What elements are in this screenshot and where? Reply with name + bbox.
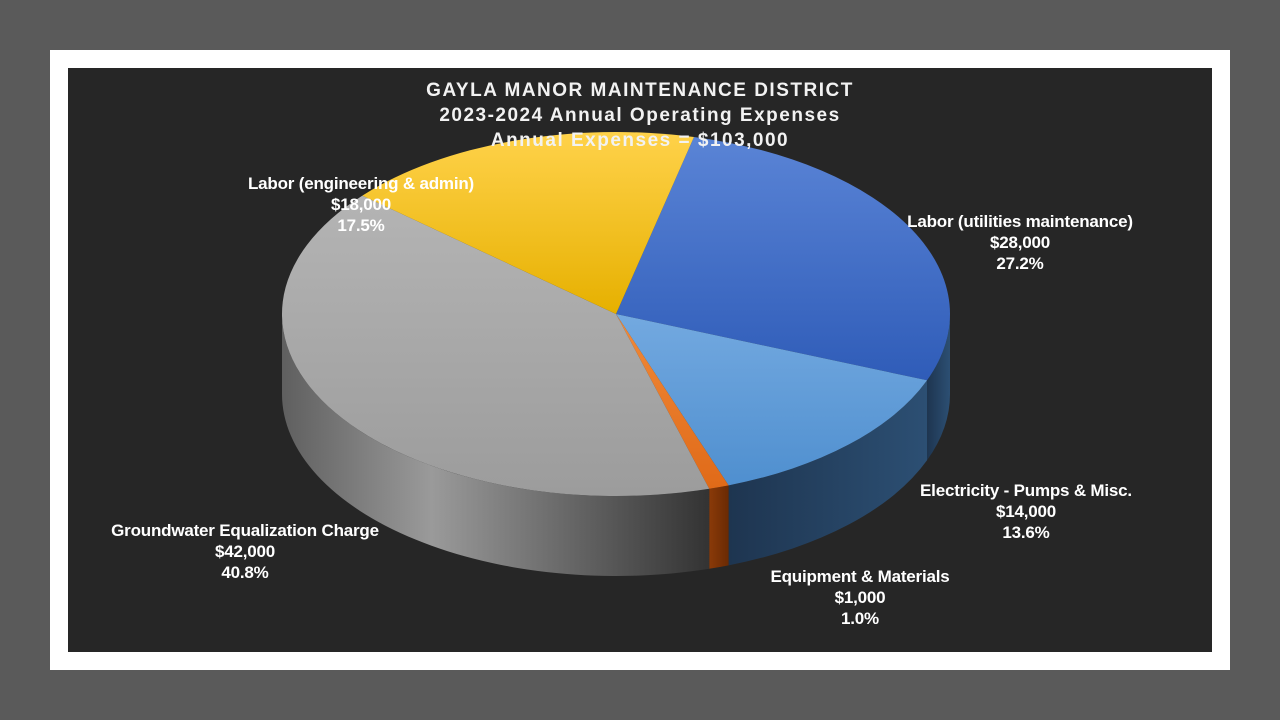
slice-percent-text: 13.6% bbox=[1002, 523, 1050, 542]
pie-slice-labor-engineering bbox=[362, 132, 694, 314]
pie-slice-equipment bbox=[616, 314, 729, 489]
slice-percent-text: 40.8% bbox=[221, 563, 269, 582]
data-label-labor-utilities: Labor (utilities maintenance) $28,000 27… bbox=[870, 211, 1170, 274]
slice-value-text: $1,000 bbox=[834, 588, 886, 607]
slice-percent-text: 1.0% bbox=[841, 609, 879, 628]
slice-label-text: Groundwater Equalization Charge bbox=[111, 521, 379, 540]
slice-value-text: $14,000 bbox=[995, 502, 1057, 521]
pie-slice-labor-utilities bbox=[616, 137, 950, 381]
pie-side-groundwater bbox=[282, 314, 710, 577]
pie-slice-electricity bbox=[616, 314, 928, 486]
slice-percent-text: 27.2% bbox=[996, 254, 1044, 273]
slice-percent-text: 17.5% bbox=[337, 216, 385, 235]
pie-side-labor-utilities bbox=[927, 314, 951, 461]
slice-value-text: $28,000 bbox=[989, 233, 1051, 252]
slice-label-text: Labor (engineering & admin) bbox=[247, 174, 474, 193]
chart-title: GAYLA MANOR MAINTENANCE DISTRICT bbox=[426, 80, 854, 101]
data-label-electricity: Electricity - Pumps & Misc. $14,000 13.6… bbox=[876, 480, 1176, 543]
chart-subtitle-total: Annual Expenses = $103,000 bbox=[490, 130, 790, 151]
slice-value-text: $18,000 bbox=[330, 195, 392, 214]
slice-label-text: Electricity - Pumps & Misc. bbox=[920, 481, 1132, 500]
slice-label-text: Equipment & Materials bbox=[770, 567, 950, 586]
pie-side-electricity bbox=[728, 380, 928, 566]
pie-slice-groundwater bbox=[282, 195, 710, 497]
slice-label-text: Labor (utilities maintenance) bbox=[907, 212, 1133, 231]
data-label-equipment: Equipment & Materials $1,000 1.0% bbox=[730, 566, 990, 629]
chart-subtitle: 2023-2024 Annual Operating Expenses bbox=[439, 105, 841, 126]
data-label-labor-engineering: Labor (engineering & admin) $18,000 17.5… bbox=[216, 173, 506, 236]
data-label-groundwater: Groundwater Equalization Charge $42,000 … bbox=[80, 520, 410, 583]
pie-side-equipment bbox=[709, 485, 729, 569]
slice-value-text: $42,000 bbox=[214, 542, 276, 561]
